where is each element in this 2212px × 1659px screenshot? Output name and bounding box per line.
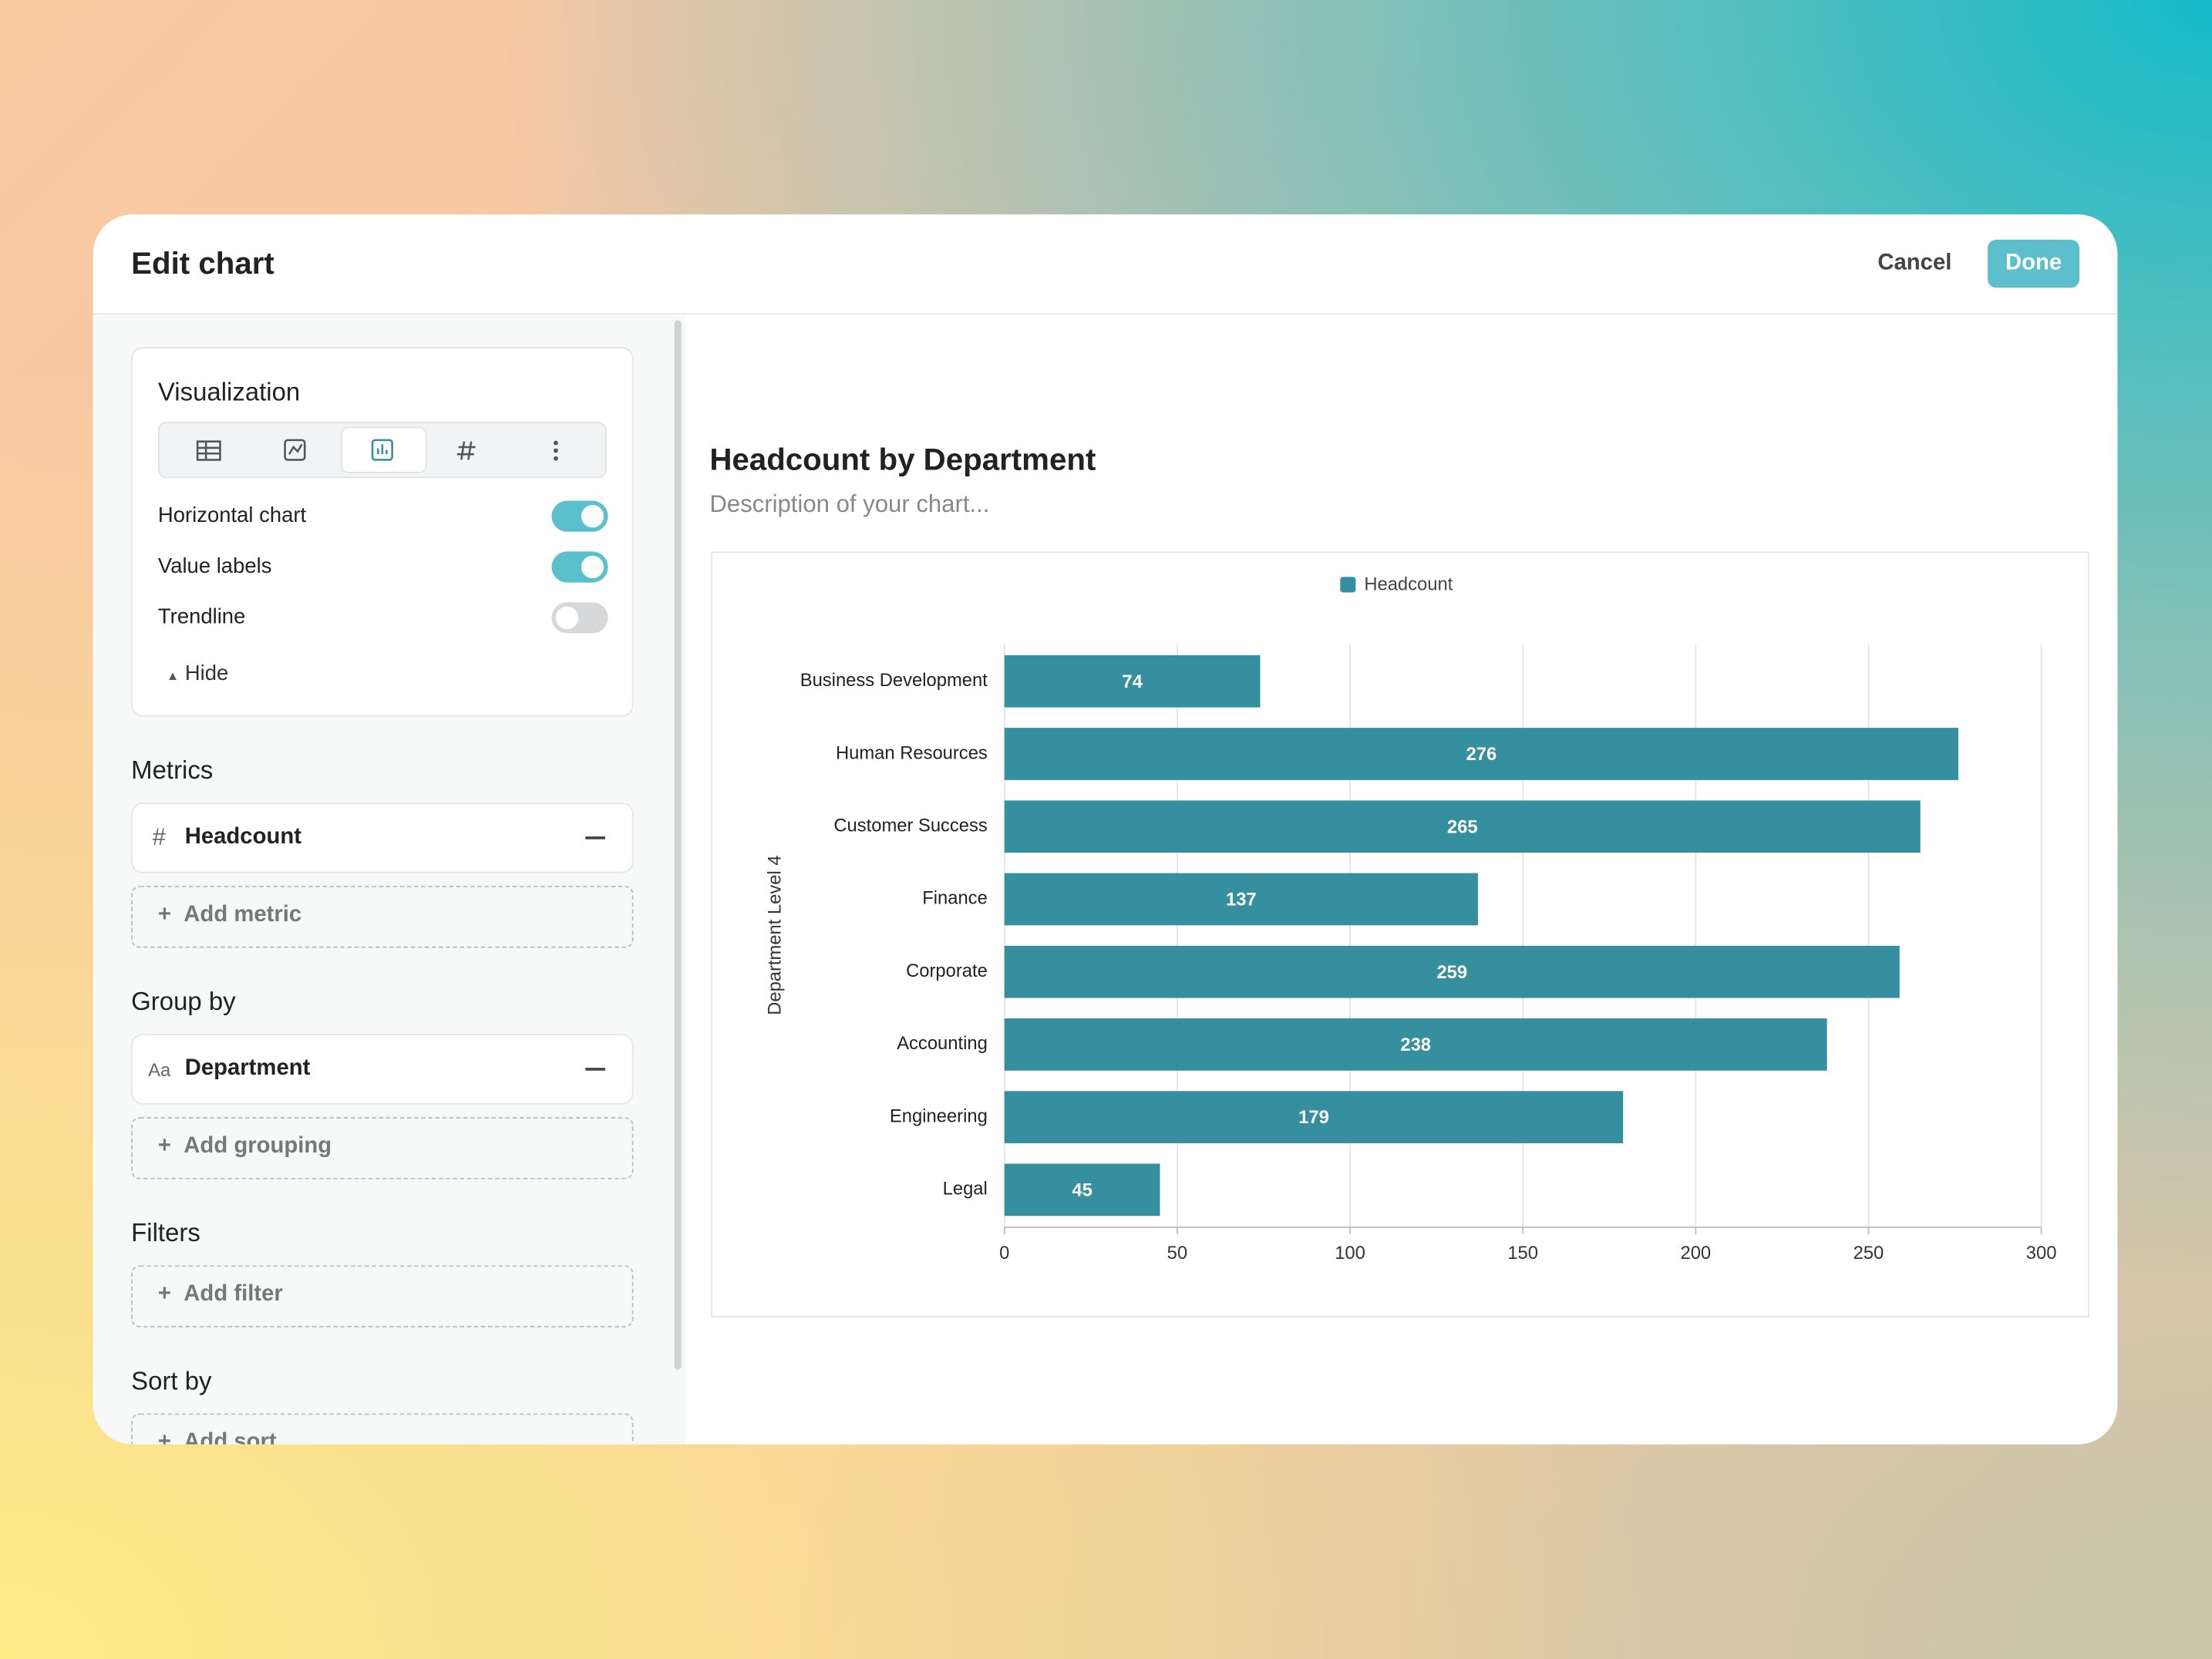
bar (1004, 1091, 1624, 1143)
viz-icons (196, 426, 558, 473)
bar (1004, 800, 1921, 853)
value-label: 238 (1400, 1035, 1431, 1055)
scrollbar[interactable] (674, 320, 682, 1370)
bar (1004, 1163, 1160, 1216)
y-tick-label: Business Development (800, 670, 988, 691)
toggle-label: Trendline (157, 604, 246, 630)
x-tick-label: 100 (1335, 1243, 1365, 1264)
visualization-panel: Visualization Horizontal chart Value labe… (131, 347, 634, 717)
add-label: Add metric (183, 903, 302, 927)
section-title: Visualization (157, 378, 301, 406)
more-icon[interactable] (553, 440, 558, 461)
chart-frame (711, 551, 2089, 1317)
chart-title: Headcount by Department (709, 441, 1096, 477)
value-label: 179 (1298, 1107, 1329, 1128)
toggle-switch[interactable] (551, 500, 608, 532)
y-tick-label: Human Resources (836, 742, 988, 763)
item-label: Department (184, 1056, 311, 1081)
bar (1004, 873, 1478, 926)
section-title: Filters (131, 1218, 200, 1247)
cancel-button[interactable]: Cancel (1877, 251, 1952, 275)
bar (1004, 1018, 1827, 1071)
bar (1004, 728, 1959, 780)
dialog-title: Edit chart (131, 245, 274, 281)
add-sort[interactable]: + Add sort (131, 1413, 634, 1445)
add-label: Add grouping (183, 1134, 332, 1159)
hide-toggle[interactable]: ▲ Hide (166, 661, 229, 686)
value-label: 276 (1466, 744, 1497, 765)
toggle-label: Horizontal chart (157, 503, 307, 528)
y-tick-label: Customer Success (833, 815, 988, 836)
y-tick-label: Finance (922, 888, 988, 909)
bar (1004, 945, 1900, 998)
x-tick-label: 250 (1853, 1243, 1884, 1264)
value-label: 45 (1072, 1179, 1092, 1200)
line-icon[interactable] (284, 439, 306, 461)
remove-button[interactable] (585, 836, 605, 840)
value-label: 137 (1226, 890, 1257, 910)
header: Edit chart Cancel Done (93, 214, 2118, 315)
legend-swatch (1340, 577, 1356, 593)
section-title: Metrics (131, 755, 214, 785)
sidebar: Visualization Horizontal chart Value labe… (93, 315, 686, 1445)
hide-label: Hide (184, 661, 229, 686)
toggle-switch[interactable] (551, 551, 608, 583)
x-tick-label: 150 (1507, 1243, 1538, 1264)
add-label: Add sort (183, 1430, 277, 1445)
y-tick-label: Accounting (897, 1033, 988, 1054)
tab-selected[interactable] (340, 426, 427, 473)
bar-icon[interactable] (371, 439, 393, 461)
toggle-switch[interactable] (551, 602, 608, 634)
x-tick-label: 200 (1680, 1243, 1711, 1264)
bar (1004, 655, 1261, 708)
x-tick-label: 50 (1167, 1243, 1187, 1264)
value-label: 74 (1122, 671, 1143, 692)
toggle-label: Value labels (157, 554, 272, 579)
viz-tabs (157, 422, 607, 479)
add-metric[interactable]: + Add metric (131, 886, 634, 948)
number-icon[interactable] (456, 441, 476, 460)
add-label: Add filter (183, 1282, 283, 1307)
item-label: Headcount (184, 825, 301, 850)
y-tick-label: Engineering (890, 1105, 988, 1126)
item-icon: Aa (148, 1059, 171, 1081)
chart-description[interactable]: Description of your chart... (709, 490, 990, 518)
x-tick-label: 0 (999, 1243, 1009, 1264)
y-tick-label: Legal (943, 1179, 988, 1200)
done-button[interactable]: Done (1988, 240, 2080, 288)
x-tick-label: 300 (2026, 1243, 2057, 1264)
y-axis-label: Department Level 4 (765, 855, 786, 1015)
y-tick-label: Corporate (906, 961, 988, 981)
legend-label: Headcount (1364, 574, 1453, 595)
item-icon: # (152, 823, 166, 851)
metric-item[interactable]: # Headcount (131, 803, 634, 873)
remove-button[interactable] (585, 1068, 605, 1071)
add-filter[interactable]: + Add filter (131, 1265, 634, 1328)
value-label: 259 (1436, 962, 1467, 983)
value-label: 265 (1447, 816, 1478, 837)
section-title: Group by (131, 987, 236, 1016)
add-grouping[interactable]: + Add grouping (131, 1117, 634, 1179)
section-title: Sort by (131, 1366, 212, 1395)
group-item[interactable]: Aa Department (131, 1034, 634, 1105)
table-icon[interactable] (196, 440, 221, 461)
